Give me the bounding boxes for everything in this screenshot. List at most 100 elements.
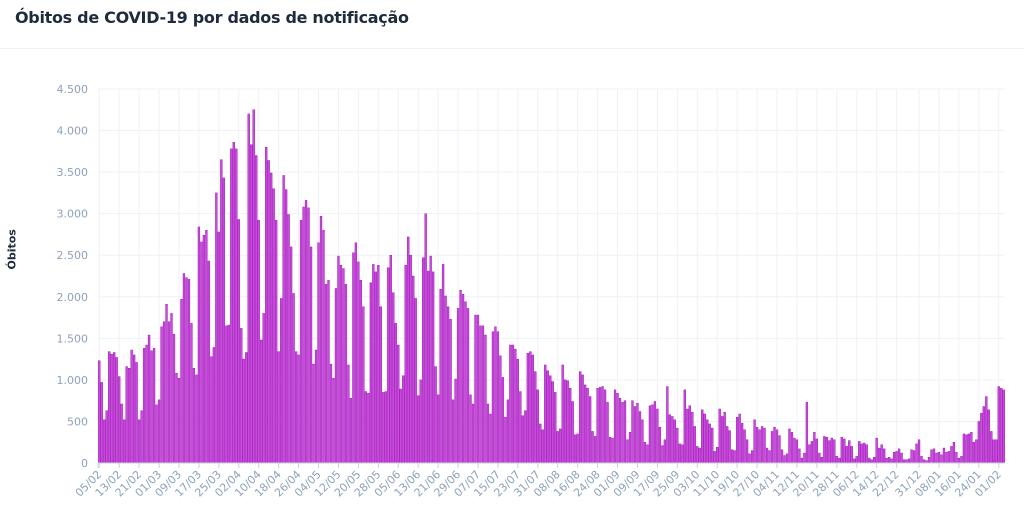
bar: [755, 427, 759, 464]
bar: [397, 344, 400, 464]
bar: [661, 445, 664, 464]
bar: [581, 374, 584, 464]
bar: [830, 437, 833, 464]
bar: [927, 456, 931, 464]
bar: [526, 353, 529, 464]
bar: [656, 408, 659, 464]
bar: [820, 456, 824, 464]
bar: [289, 246, 293, 464]
bar: [701, 409, 704, 464]
bar: [666, 386, 669, 464]
bar: [294, 351, 298, 464]
bar: [708, 423, 711, 464]
bar: [731, 449, 734, 464]
bar: [439, 289, 442, 464]
bar: [957, 457, 961, 464]
bar: [643, 442, 647, 464]
bar: [227, 324, 230, 464]
bar: [212, 347, 216, 464]
bar: [985, 396, 988, 464]
bar: [628, 432, 632, 464]
bar: [322, 230, 325, 464]
bar: [583, 384, 587, 464]
bar: [795, 439, 799, 464]
bar: [571, 401, 574, 464]
bar: [509, 344, 512, 464]
bar: [539, 423, 542, 464]
bar: [930, 449, 933, 464]
bar: [339, 264, 343, 464]
bar: [150, 350, 153, 464]
bar: [145, 344, 148, 464]
bar: [260, 339, 263, 464]
bar: [277, 351, 280, 464]
bar: [170, 313, 173, 464]
bar: [374, 271, 377, 464]
bar: [556, 431, 559, 464]
bar: [723, 412, 726, 464]
bar: [591, 431, 594, 464]
bar: [108, 351, 111, 464]
bar: [972, 442, 975, 464]
bar: [750, 450, 754, 464]
bar: [663, 439, 667, 464]
bar: [646, 444, 649, 464]
bar: [860, 443, 863, 464]
bar: [446, 306, 450, 464]
bar: [564, 379, 567, 464]
bar: [855, 456, 858, 464]
bar: [461, 294, 465, 464]
bar: [693, 426, 696, 464]
bar: [606, 402, 609, 464]
bar: [825, 437, 828, 464]
bar: [853, 458, 856, 464]
bar: [270, 172, 273, 464]
bar: [484, 334, 487, 464]
bar: [422, 257, 425, 464]
bar: [648, 405, 652, 464]
bar: [252, 109, 255, 464]
bar: [357, 261, 360, 464]
bar: [917, 439, 921, 464]
bar: [728, 430, 731, 464]
bar: [977, 421, 980, 464]
bar: [157, 399, 161, 464]
bar: [788, 428, 791, 464]
bar: [691, 412, 694, 464]
bar: [892, 451, 896, 464]
bar: [332, 378, 335, 464]
bar: [818, 452, 821, 464]
bar: [469, 394, 472, 464]
bar: [436, 394, 440, 464]
bar: [887, 456, 891, 464]
bar: [349, 397, 353, 464]
bar: [135, 362, 138, 464]
bar: [965, 434, 968, 464]
bar: [980, 412, 983, 464]
bar: [760, 426, 764, 464]
bar: [733, 450, 736, 464]
bar: [716, 447, 719, 464]
bar: [596, 388, 599, 464]
bar: [641, 419, 644, 464]
bar: [942, 447, 946, 464]
bar: [868, 457, 871, 464]
bar: [524, 410, 527, 464]
bar: [843, 438, 846, 464]
bar: [185, 277, 188, 464]
bar: [240, 328, 243, 464]
bar: [115, 357, 118, 464]
bar: [516, 358, 520, 464]
bar: [743, 429, 746, 464]
bar: [399, 388, 402, 464]
bar: [960, 456, 963, 464]
bar: [673, 419, 676, 464]
bar: [848, 440, 851, 464]
bar: [775, 429, 779, 464]
bar: [878, 447, 881, 464]
bar: [202, 235, 206, 464]
bar: [745, 439, 749, 464]
bar: [499, 355, 502, 464]
bar: [255, 155, 258, 464]
y-tick-label: 2.000: [57, 291, 89, 304]
